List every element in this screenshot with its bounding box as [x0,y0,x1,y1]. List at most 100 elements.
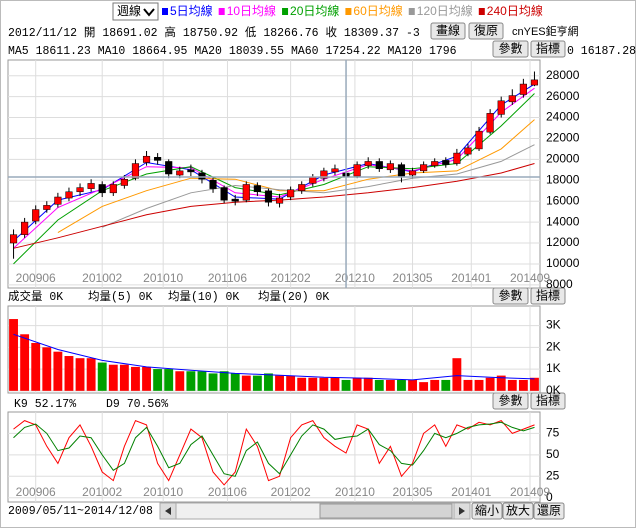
info-tail: 0 16187.28 [567,45,636,58]
candle-body [187,169,195,173]
volume-bar [42,347,52,391]
volume-bar [119,364,129,391]
candle-body [486,113,494,133]
volume-bar [308,377,318,391]
volume-bar [518,379,528,391]
button[interactable]: 參數 [492,40,529,58]
candle-body [242,184,250,201]
y-tick-label: 2K [546,339,561,353]
candle-body [142,155,151,163]
button-face [530,40,566,58]
candle-body [420,164,428,172]
candle-body [497,100,505,115]
volume-bar [374,379,384,391]
x-tick-label: 201106 [208,485,247,499]
button-label: 參數 [498,393,522,408]
period-select[interactable]: 週線 [112,2,159,21]
y-tick-label: 50 [546,447,560,461]
volume-bar [142,366,151,391]
button-face [471,502,503,520]
x-tick-label: 201305 [393,271,433,285]
button-label: 參數 [498,288,522,303]
volume-bar [352,377,362,391]
button[interactable]: 參數 [492,392,529,410]
candle-body [264,190,273,203]
volume-header: 均量(20) 0K [258,290,329,304]
volume-bar [385,379,395,391]
volume-bar [264,373,273,391]
button[interactable]: 指標 [530,40,566,58]
legend-label: 5日均線 [170,3,213,18]
y-tick-label: 12000 [546,235,580,249]
legend-swatch [478,8,485,15]
candle-body [231,198,239,202]
volume-bar [197,371,207,391]
volume-bar [452,358,462,391]
volume-bar [86,358,96,391]
button[interactable]: 還原 [533,502,565,520]
button[interactable]: 指標 [530,287,566,305]
volume-bar [530,377,539,391]
volume-bar [31,342,41,391]
candle-body [320,170,328,179]
legend-label: 20日均線 [290,3,339,18]
volume-bar [108,364,118,391]
volume-bar [153,369,163,391]
y-tick-label: 10000 [546,256,580,270]
candle-body [21,221,29,235]
volume-bar [330,377,340,391]
candle-body [408,170,417,176]
brand: cnYES鉅亨網 [512,24,579,38]
volume-bar [441,379,451,391]
button[interactable]: 參數 [492,287,529,305]
x-tick-label: 200906 [16,485,56,499]
candle-body [275,197,284,204]
button[interactable]: 復原 [468,22,504,40]
button[interactable]: 畫線 [430,22,466,40]
x-tick-label: 201002 [82,271,122,285]
y-tick-label: 18000 [546,172,580,186]
date-range: 2009/05/11~2014/12/08 [8,505,153,518]
volume-bar [397,379,406,391]
volume-header: 均量(5) 0K [88,290,153,304]
candle-body [309,176,317,184]
volume-bar [97,362,107,391]
x-tick-label: 201409 [510,271,550,285]
candle-body [475,130,483,150]
volume-bar [319,377,329,391]
button-label: 縮小 [475,503,499,518]
candle-body [442,160,450,165]
candle-body [176,170,184,176]
button[interactable]: 放大 [502,502,534,520]
candle-body [464,147,472,155]
candle-body [375,161,383,170]
volume-bar [219,371,229,391]
y-tick-label: 28000 [546,68,580,82]
volume-bar [496,375,506,391]
volume-bar [341,379,351,391]
candle-body [65,191,73,199]
volume-bar [286,375,296,391]
button[interactable]: 縮小 [471,502,503,520]
candle-body [353,164,361,177]
button-label: 指標 [536,41,560,56]
volume-bar [75,358,85,391]
y-tick-label: 0K [546,383,561,397]
candle-body [9,234,18,244]
volume-bar [175,371,185,391]
volume-bar [363,377,373,391]
candle-body [287,189,295,198]
button[interactable]: 指標 [530,392,566,410]
candle-body [453,152,461,164]
kd-line [13,421,535,477]
volume-bar [208,373,218,391]
volume-bar [419,382,429,391]
scrollbar[interactable] [159,502,471,520]
y-tick-label: 14000 [546,214,580,228]
kd-header: K9 52.17% [14,398,76,411]
x-tick-label: 201210 [335,485,375,499]
legend-label: 60日均線 [353,3,402,18]
volume-ma-line [13,333,535,381]
button-face [492,40,529,58]
